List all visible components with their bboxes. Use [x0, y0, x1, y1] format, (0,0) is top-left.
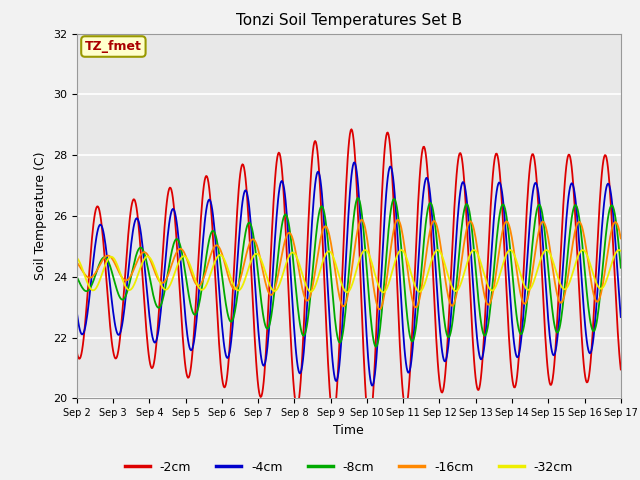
Text: TZ_fmet: TZ_fmet	[85, 40, 142, 53]
Y-axis label: Soil Temperature (C): Soil Temperature (C)	[35, 152, 47, 280]
X-axis label: Time: Time	[333, 424, 364, 437]
Legend: -2cm, -4cm, -8cm, -16cm, -32cm: -2cm, -4cm, -8cm, -16cm, -32cm	[120, 456, 578, 479]
Title: Tonzi Soil Temperatures Set B: Tonzi Soil Temperatures Set B	[236, 13, 462, 28]
